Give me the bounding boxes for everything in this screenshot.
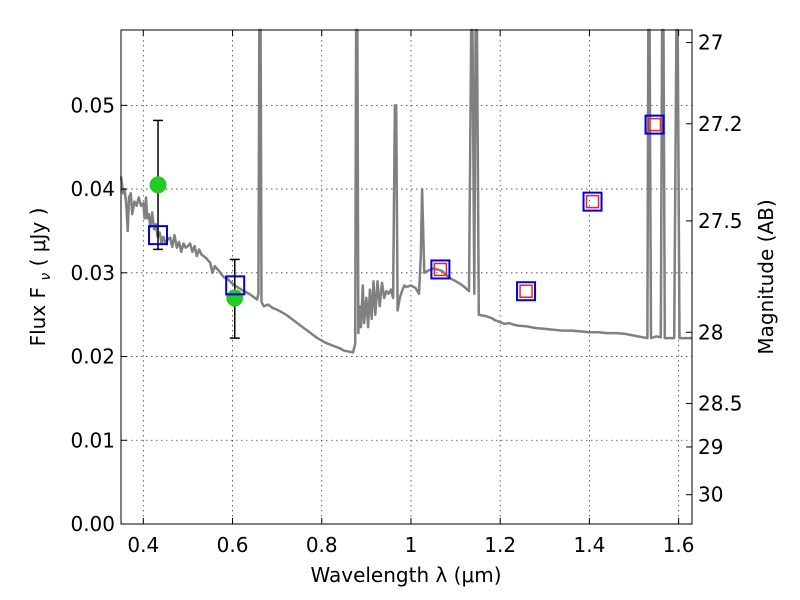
y2-tick-label: 28.5 [698, 391, 743, 415]
x-tick-label: 1.6 [663, 533, 695, 557]
y-tick-label: 0.00 [70, 512, 115, 536]
x-tick-label: 0.8 [306, 533, 338, 557]
x-tick-label: 0.6 [217, 533, 249, 557]
model-flux-square-inner [585, 194, 600, 209]
y2-tick-label: 28 [698, 320, 723, 344]
y2-tick-label: 27.5 [698, 209, 743, 233]
model-flux-square [582, 191, 603, 212]
photometry-markers [148, 114, 665, 339]
plot-frame [120, 29, 693, 525]
y-axis-title-main: Flux F [26, 287, 50, 346]
observed-flux-point [149, 176, 167, 194]
y-axis-title: Flux F ν ( μJy ) [26, 208, 54, 347]
model-flux-square-inner [519, 284, 533, 298]
model-flux-square-inner [433, 262, 448, 277]
grid [121, 30, 692, 525]
y-tick-label: 0.03 [70, 261, 115, 285]
model-flux-square [644, 114, 665, 135]
svg-text:Flux F ν ( μJy ): Flux F ν ( μJy ) [26, 208, 54, 347]
model-spectrum [119, 28, 692, 354]
y2-tick-label: 30 [698, 483, 723, 507]
y2-tick-label: 29 [698, 435, 723, 459]
axis-ticks: 0.4 0.6 0.8 1 1.2 1.4 1.6 0.00 0.01 0.02 0.03 0.04 0… [70, 30, 743, 557]
y2-axis-title: Magnitude (AB) [754, 199, 778, 354]
y2-tick-label: 27 [698, 31, 723, 55]
model-flux-square [148, 225, 169, 246]
x-axis-title: Wavelength λ (μm) [310, 563, 501, 587]
model-flux-square [225, 275, 246, 296]
spectrum-line [119, 28, 692, 354]
y-axis-title-subscript: ν [38, 273, 54, 281]
x-tick-label: 1 [405, 533, 418, 557]
model-flux-square [430, 259, 451, 280]
x-tick-label: 1.4 [573, 533, 605, 557]
y-tick-label: 0.04 [70, 177, 115, 201]
y2-tick-label: 27.2 [698, 112, 743, 136]
y-axis-title-unit: ( μJy ) [26, 208, 50, 267]
y-tick-label: 0.05 [70, 93, 115, 117]
x-tick-label: 0.4 [127, 533, 159, 557]
y-tick-label: 0.02 [70, 345, 115, 369]
y-tick-label: 0.01 [70, 428, 115, 452]
model-flux-square-inner [647, 117, 662, 132]
model-flux-square [516, 281, 537, 302]
observed-flux-point [226, 289, 244, 307]
x-tick-label: 1.2 [484, 533, 516, 557]
